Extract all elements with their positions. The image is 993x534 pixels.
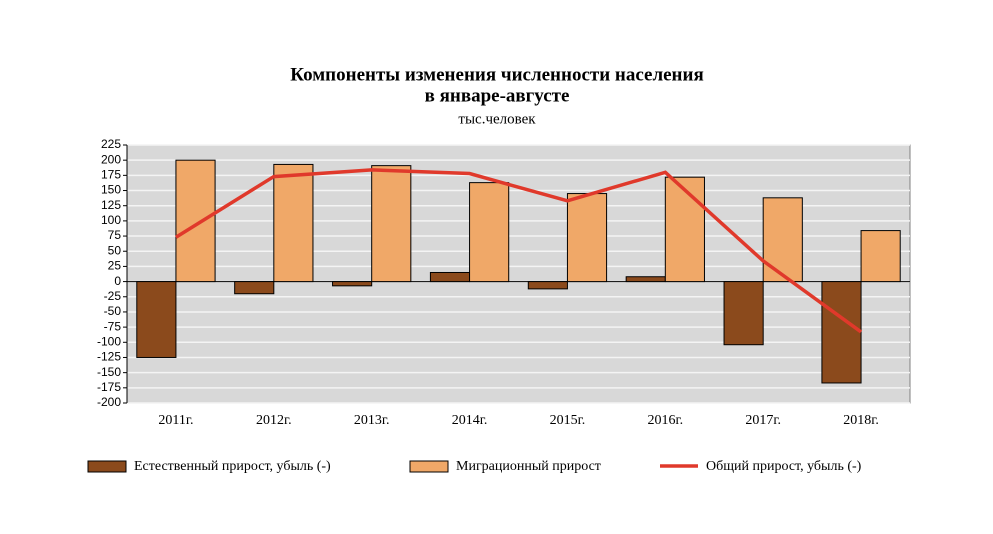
bar [762, 197, 803, 283]
chart-title: в январе-августе [425, 85, 570, 106]
legend-swatch [409, 460, 449, 473]
bar [371, 165, 412, 283]
y-tick-label: 100 [101, 213, 121, 227]
bar [332, 281, 373, 287]
y-tick-label: -75 [104, 319, 122, 333]
y-tick-label: 50 [108, 243, 122, 257]
y-tick-label: 0 [114, 274, 121, 288]
x-tick-label: 2012г. [256, 413, 292, 428]
y-tick-label: 125 [101, 198, 121, 212]
bar [175, 159, 216, 283]
y-tick-label: 175 [101, 168, 121, 182]
y-tick-label: 200 [101, 152, 121, 166]
y-tick-label: -200 [97, 395, 121, 409]
y-tick-label: -125 [97, 350, 121, 364]
x-tick-label: 2017г. [745, 413, 781, 428]
bar [860, 230, 901, 283]
x-tick-label: 2015г. [550, 413, 586, 428]
y-tick-label: 25 [108, 259, 122, 273]
y-tick-label: 75 [108, 228, 122, 242]
x-tick-label: 2016г. [647, 413, 683, 428]
bar [664, 176, 705, 283]
y-tick-label: -175 [97, 380, 121, 394]
bar [234, 281, 275, 295]
legend-swatch [87, 460, 127, 473]
bar [429, 271, 471, 283]
y-tick-label: -50 [104, 304, 122, 318]
bar [273, 163, 314, 283]
bar [469, 182, 510, 283]
y-tick-label: -25 [104, 289, 122, 303]
bar [527, 281, 568, 290]
x-tick-label: 2013г. [354, 413, 390, 428]
bar [625, 276, 666, 283]
y-tick-label: -100 [97, 334, 121, 348]
y-tick-label: -150 [97, 365, 121, 379]
x-tick-label: 2011г. [158, 413, 193, 428]
line [175, 168, 863, 334]
bar [821, 281, 862, 384]
chart-title: Компоненты изменения численности населен… [290, 64, 703, 85]
bar [723, 281, 764, 346]
y-tick-label: 150 [101, 183, 121, 197]
chart-subtitle: тыс.человек [458, 111, 536, 127]
legend-label: Общий прирост, убыль (-) [706, 459, 862, 474]
legend-label: Миграционный прирост [456, 459, 601, 474]
bar [136, 281, 177, 358]
bar [566, 193, 608, 283]
legend-label: Естественный прирост, убыль (-) [134, 459, 331, 474]
x-tick-label: 2018г. [843, 413, 879, 428]
y-tick-label: 225 [101, 137, 121, 151]
x-tick-label: 2014г. [452, 413, 488, 428]
